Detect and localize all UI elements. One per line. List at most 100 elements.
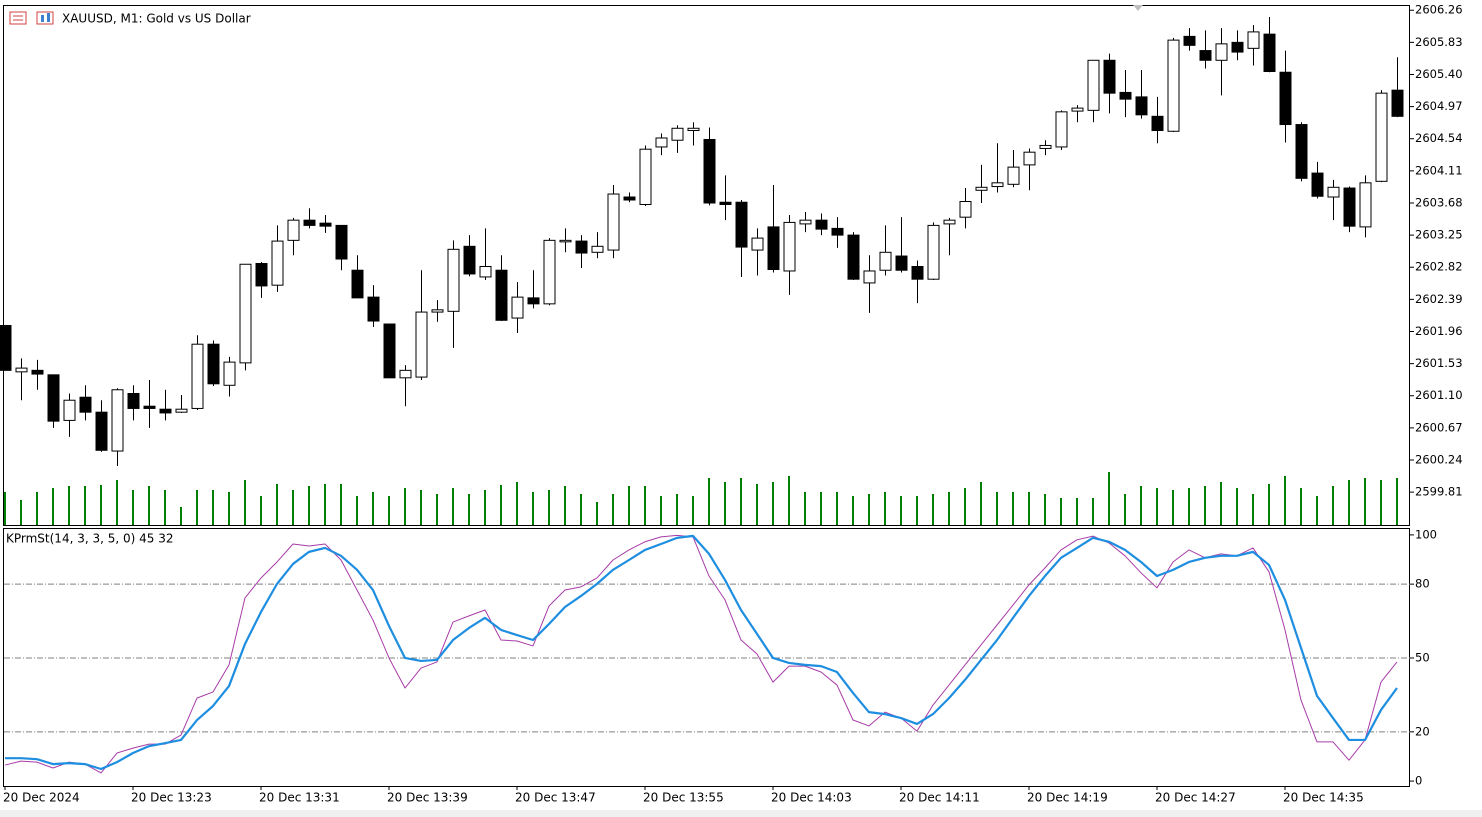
y-tick-label: 20 [1415,724,1430,738]
candle-body [47,374,60,422]
candle-body [335,224,348,260]
candle-body [1247,31,1260,49]
volume-bar [916,496,918,525]
candle-body [175,408,188,413]
candle-body [255,263,268,287]
volume-bar [52,488,54,525]
symbol-icons [9,11,54,25]
volume-bar [132,490,134,525]
candle-body [1151,115,1164,132]
volume-bar [1060,498,1062,525]
candle-body [1007,166,1020,185]
candle-body [943,219,956,225]
candle-body [111,389,124,452]
volume-bar [1012,492,1014,525]
candle-body [655,137,668,148]
candle-body [1055,111,1068,148]
volume-bar [196,490,198,525]
candle-body [879,251,892,271]
candle-body [191,343,204,409]
volume-bar [1332,486,1334,525]
candle-body [767,226,780,270]
candle-body [991,182,1004,188]
candle-body [1263,33,1276,72]
volume-bar [420,490,422,525]
candle-body [383,323,396,379]
candle-body [927,224,940,280]
volume-bar [1268,484,1270,525]
volume-bar [1172,490,1174,525]
y-tick-label: 2601.10 [1415,388,1463,402]
candle-body [159,408,172,414]
candle-body [1103,59,1116,94]
volume-bar [996,492,998,525]
candle-body [975,186,988,191]
volume-bar [148,486,150,525]
volume-bar [100,485,102,525]
volume-bar [20,500,22,525]
volume-bar [820,492,822,525]
y-tick-label: 2605.40 [1415,67,1463,81]
volume-bar [356,496,358,525]
chart-title: XAUUSD, M1: Gold vs US Dollar [62,12,251,26]
candle-body [415,311,428,378]
candle-body [687,127,700,132]
candle-body [1135,96,1148,116]
volume-bar [740,478,742,525]
volume-bar [404,488,406,525]
volume-bar [1220,482,1222,525]
candle-body [1359,182,1372,228]
volume-bar [116,480,118,525]
candle-body [1231,41,1244,53]
volume-bar [532,492,534,525]
candle-body [831,227,844,236]
volume-bar [948,492,950,525]
volume-bar [1124,494,1126,525]
indicator-line [5,534,1398,771]
volume-bar [1076,498,1078,525]
x-tick-label: 20 Dec 14:11 [899,791,980,805]
candle-body [63,399,76,421]
candle-body [559,239,572,243]
volume-bar [1348,480,1350,525]
candle-body [479,265,492,278]
candle-body [207,343,220,385]
indicator-title: KPrmSt(14, 3, 3, 5, 0) 45 32 [6,532,173,546]
volume-bar [468,494,470,525]
volume-bar [660,496,662,525]
volume-bar [788,476,790,525]
candle-body [671,127,684,141]
volume-bar [1156,488,1158,525]
candle-body [1343,187,1356,227]
candle-body [751,237,764,251]
candle-body [399,369,412,379]
candle-body [143,405,156,409]
candle-body [303,219,316,226]
y-tick-label: 2605.83 [1415,35,1463,49]
y-tick-label: 2603.68 [1415,195,1463,209]
candle-body [447,248,460,312]
candle-body [607,193,620,251]
volume-bar [1092,498,1094,525]
candle-body [15,367,28,373]
y-tick-label: 50 [1415,650,1430,664]
volume-bar [932,494,934,525]
candle-body [847,234,860,280]
y-tick-label: 2603.25 [1415,228,1463,242]
indicator-line [4,534,1398,774]
y-tick-label: 2600.67 [1415,420,1463,434]
volume-bar [1204,486,1206,525]
volume-bar [1188,488,1190,525]
volume-bar [980,482,982,525]
candle-body [735,201,748,248]
volume-bar [340,484,342,525]
volume-bar [292,490,294,525]
candle-body [799,219,812,225]
candle-body [719,201,732,205]
candle-body [1199,50,1212,61]
volume-bar [84,486,86,525]
candle-body [639,148,652,205]
candle-body [1183,35,1196,46]
